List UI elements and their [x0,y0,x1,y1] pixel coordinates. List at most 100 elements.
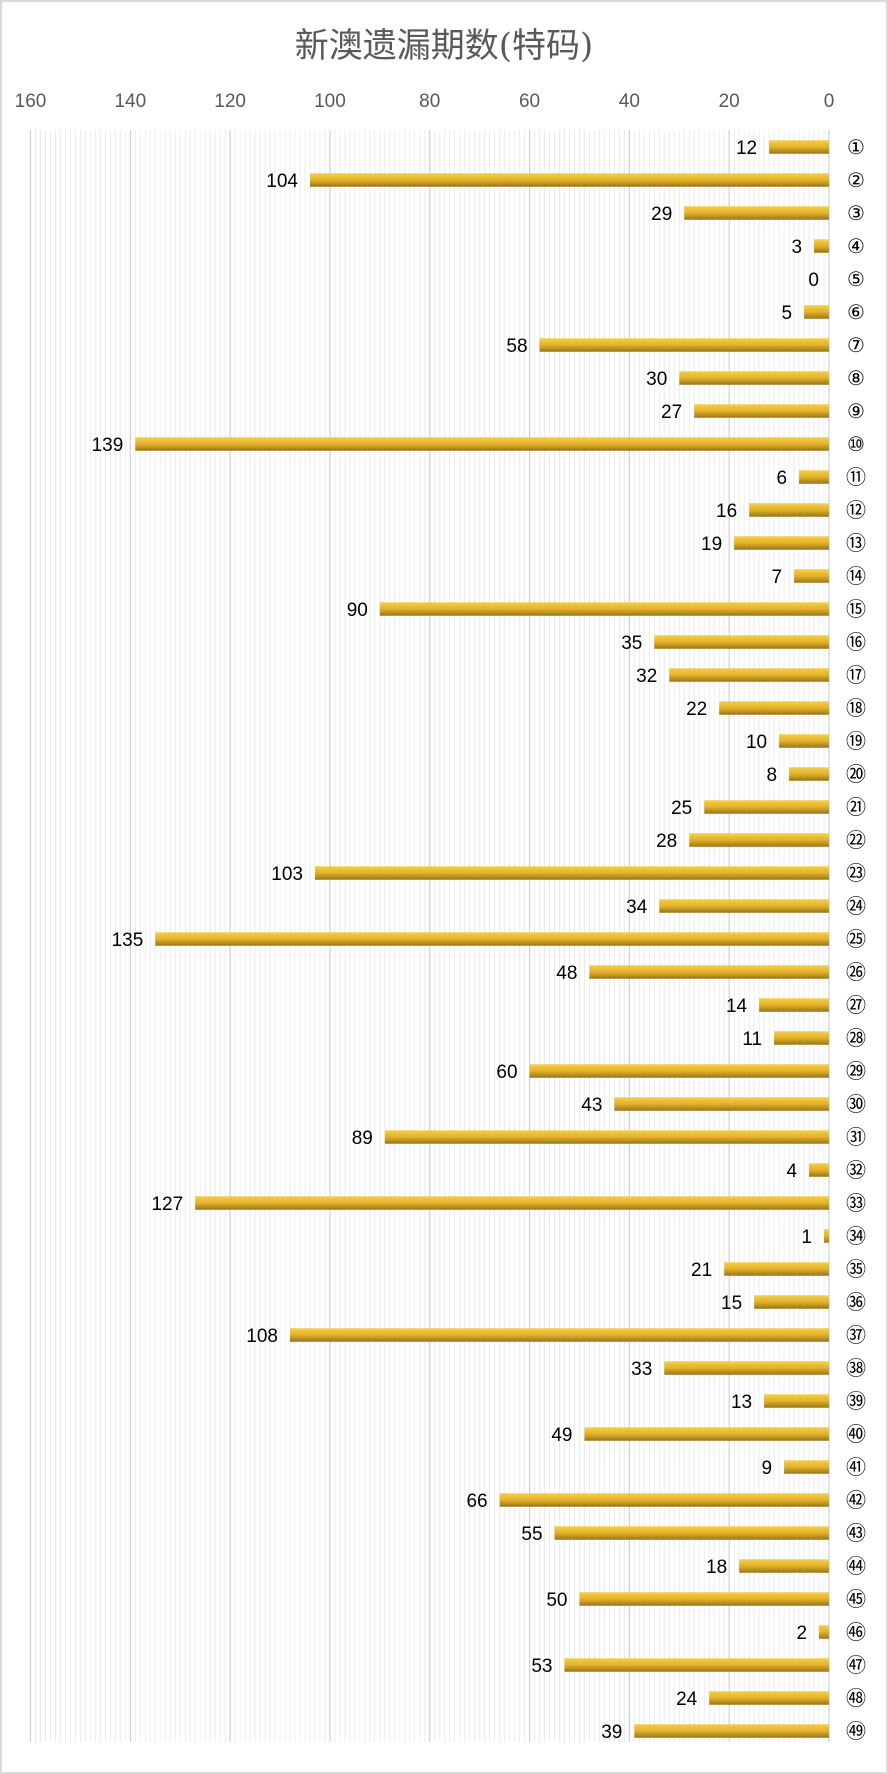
category-label: ④ [847,234,865,258]
data-label: 28 [656,831,677,852]
category-label: ㊹ [846,1554,866,1578]
x-tick-label: 120 [214,91,246,112]
category-label: ㊾ [846,1719,866,1743]
data-label: 6 [776,468,787,489]
bar [684,206,829,220]
data-label: 30 [646,369,667,390]
bar [384,1130,829,1144]
bar [799,470,829,484]
data-label: 8 [766,765,777,786]
category-label: ㊳ [846,1356,866,1380]
data-label: 19 [701,534,722,555]
category-label: ㉑ [846,795,866,819]
bar [719,701,829,715]
data-label: 1 [801,1227,812,1248]
data-label: 13 [731,1392,752,1413]
category-label: ㉝ [846,1191,866,1215]
category-label: ⑩ [847,432,865,456]
category-label: ㉖ [846,960,866,984]
category-label: ㊴ [846,1389,866,1413]
category-label: ㉛ [846,1125,866,1149]
category-label: ㉒ [846,828,866,852]
data-label: 34 [626,897,648,918]
bar [759,998,829,1012]
bar [749,503,829,517]
data-label: 32 [636,666,657,687]
x-tick-label: 60 [519,91,540,112]
data-label: 35 [621,633,642,654]
bar [689,833,829,847]
chart-title: 新澳遗漏期数(特码) [294,26,594,66]
data-label: 21 [691,1260,712,1281]
bar [669,668,829,682]
category-label: ㊲ [846,1323,866,1347]
data-label: 104 [266,171,298,192]
data-label: 7 [771,567,782,588]
x-tick-label: 20 [719,91,740,112]
bar [819,1625,829,1639]
bar [579,1592,829,1606]
category-label: ㊻ [846,1620,866,1644]
data-label: 27 [661,402,682,423]
category-label: ⑰ [846,663,866,687]
category-label: ㉜ [846,1158,866,1182]
data-label: 33 [631,1359,652,1380]
data-label: 2 [796,1623,807,1644]
bar [764,1394,829,1408]
category-label: ② [847,168,865,192]
category-label: ㉟ [846,1257,866,1281]
data-label: 60 [496,1062,517,1083]
category-label: ⑥ [847,300,865,324]
category-label: ⑳ [846,762,866,786]
x-tick-label: 140 [114,91,146,112]
data-label: 14 [726,996,748,1017]
bar [135,437,830,451]
bar [290,1328,829,1342]
category-label: ⑧ [847,366,865,390]
bar [809,1163,829,1177]
category-label: ⑱ [846,696,866,720]
category-label: ⑬ [846,531,866,555]
category-label: ㊸ [846,1521,866,1545]
category-label: ⑫ [846,498,866,522]
data-label: 103 [271,864,303,885]
bar [774,1031,829,1045]
data-label: 49 [551,1425,572,1446]
bar [499,1493,829,1507]
bar [314,866,829,880]
bar [769,140,829,154]
bar [814,239,829,253]
data-label: 66 [466,1491,487,1512]
bar [654,635,829,649]
category-label: ③ [847,201,865,225]
data-label: 108 [246,1326,278,1347]
category-label: ㉗ [846,993,866,1017]
category-label: ㉚ [846,1092,866,1116]
data-label: 58 [506,336,527,357]
bar [694,404,829,418]
bar [779,734,829,748]
data-label: 18 [706,1557,727,1578]
bar [584,1427,829,1441]
data-label: 48 [556,963,577,984]
category-label: ㊶ [846,1455,866,1479]
bar [539,338,829,352]
x-tick-label: 160 [15,91,47,112]
category-label: ㊽ [846,1686,866,1710]
data-label: 135 [112,930,144,951]
data-label: 24 [676,1689,698,1710]
bar [754,1295,829,1309]
data-label: 127 [151,1194,183,1215]
bar [309,173,830,187]
data-label: 5 [781,303,792,324]
category-label: ⑪ [846,465,866,489]
x-tick-label: 80 [419,91,440,112]
bar [789,767,829,781]
bar [564,1658,829,1672]
category-label: ㉓ [846,861,866,885]
data-label: 11 [742,1029,762,1050]
bar [589,965,829,979]
x-tick-label: 40 [619,91,640,112]
category-label: ㉘ [846,1026,866,1050]
data-label: 29 [651,204,672,225]
